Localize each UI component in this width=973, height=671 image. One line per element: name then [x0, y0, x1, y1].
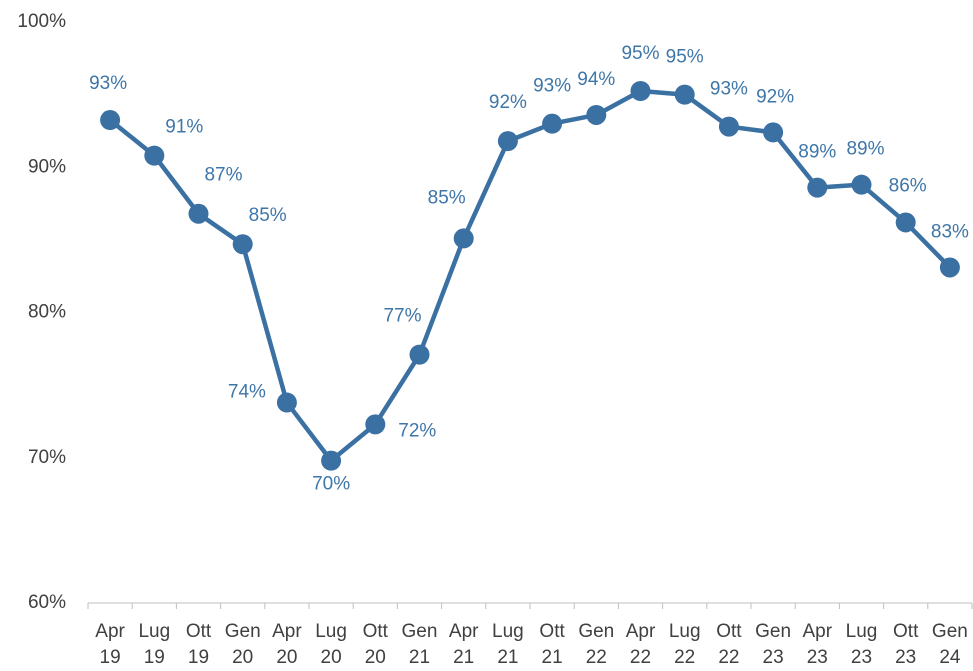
data-label: 85% [249, 205, 287, 226]
data-label: 92% [756, 86, 794, 107]
data-label: 74% [228, 382, 266, 403]
x-tick-label: Ott 21 [539, 621, 565, 668]
x-tick-label: Apr 23 [802, 621, 833, 668]
data-label: 93% [710, 79, 748, 100]
x-tick-label: Gen 20 [224, 621, 261, 668]
y-tick-label: 90% [28, 156, 66, 177]
marker [497, 131, 518, 152]
y-tick-label: 100% [17, 11, 66, 32]
x-tick-label: Gen 23 [755, 621, 792, 668]
x-tick-label: Lug 20 [315, 621, 347, 668]
marker [453, 228, 474, 249]
marker [542, 113, 563, 134]
marker [276, 392, 297, 413]
x-tick-label: Apr 20 [272, 621, 302, 668]
marker [586, 104, 607, 125]
marker [807, 177, 828, 198]
data-label: 85% [428, 187, 466, 208]
data-label: 83% [931, 221, 969, 242]
marker [939, 257, 960, 278]
y-tick-label: 60% [28, 592, 66, 613]
x-tick-label: Gen 24 [931, 621, 968, 668]
y-tick-label: 70% [28, 447, 66, 468]
data-label: 91% [165, 117, 203, 138]
data-label: 72% [398, 420, 436, 441]
x-tick-label: Apr 22 [625, 621, 656, 668]
data-label: 93% [533, 76, 571, 97]
data-label: 93% [89, 73, 127, 94]
line [108, 88, 952, 463]
marker [630, 80, 651, 101]
data-label: 95% [666, 47, 704, 68]
marker [100, 110, 121, 131]
marker [851, 174, 872, 195]
marker [232, 234, 253, 255]
y-tick-label: 80% [28, 302, 66, 323]
x-tick-label: Apr 19 [95, 621, 125, 668]
data-label: 86% [889, 175, 927, 196]
x-tick-label: Ott 19 [185, 621, 212, 668]
data-label: 92% [489, 92, 527, 113]
data-label: 87% [204, 165, 242, 186]
x-tick-label: Lug 22 [668, 621, 701, 668]
marker [409, 344, 430, 365]
x-tick-label: Gen 22 [578, 621, 615, 668]
x-tick-label: Lug 21 [492, 621, 524, 668]
data-label: 89% [798, 142, 836, 163]
data-label: 94% [577, 69, 615, 90]
marker [321, 450, 342, 471]
data-label: 95% [621, 43, 659, 64]
data-label: 77% [383, 306, 421, 327]
marker [718, 116, 739, 137]
data-label: 89% [846, 139, 884, 160]
marker [895, 212, 916, 233]
x-tick-label: Apr 21 [448, 621, 479, 668]
marker [144, 145, 165, 166]
marker [763, 122, 784, 143]
marker [674, 84, 695, 105]
marker [365, 414, 386, 435]
x-tick-label: Lug 19 [138, 621, 171, 668]
x-tick-label: Ott 20 [362, 621, 388, 668]
x-tick-label: Lug 23 [845, 621, 878, 668]
x-tick-label: Ott 22 [716, 621, 742, 668]
data-label: 70% [312, 474, 350, 495]
x-tick-label: Gen 21 [401, 621, 438, 668]
marker [188, 203, 209, 224]
x-tick-label: Ott 23 [893, 621, 919, 668]
